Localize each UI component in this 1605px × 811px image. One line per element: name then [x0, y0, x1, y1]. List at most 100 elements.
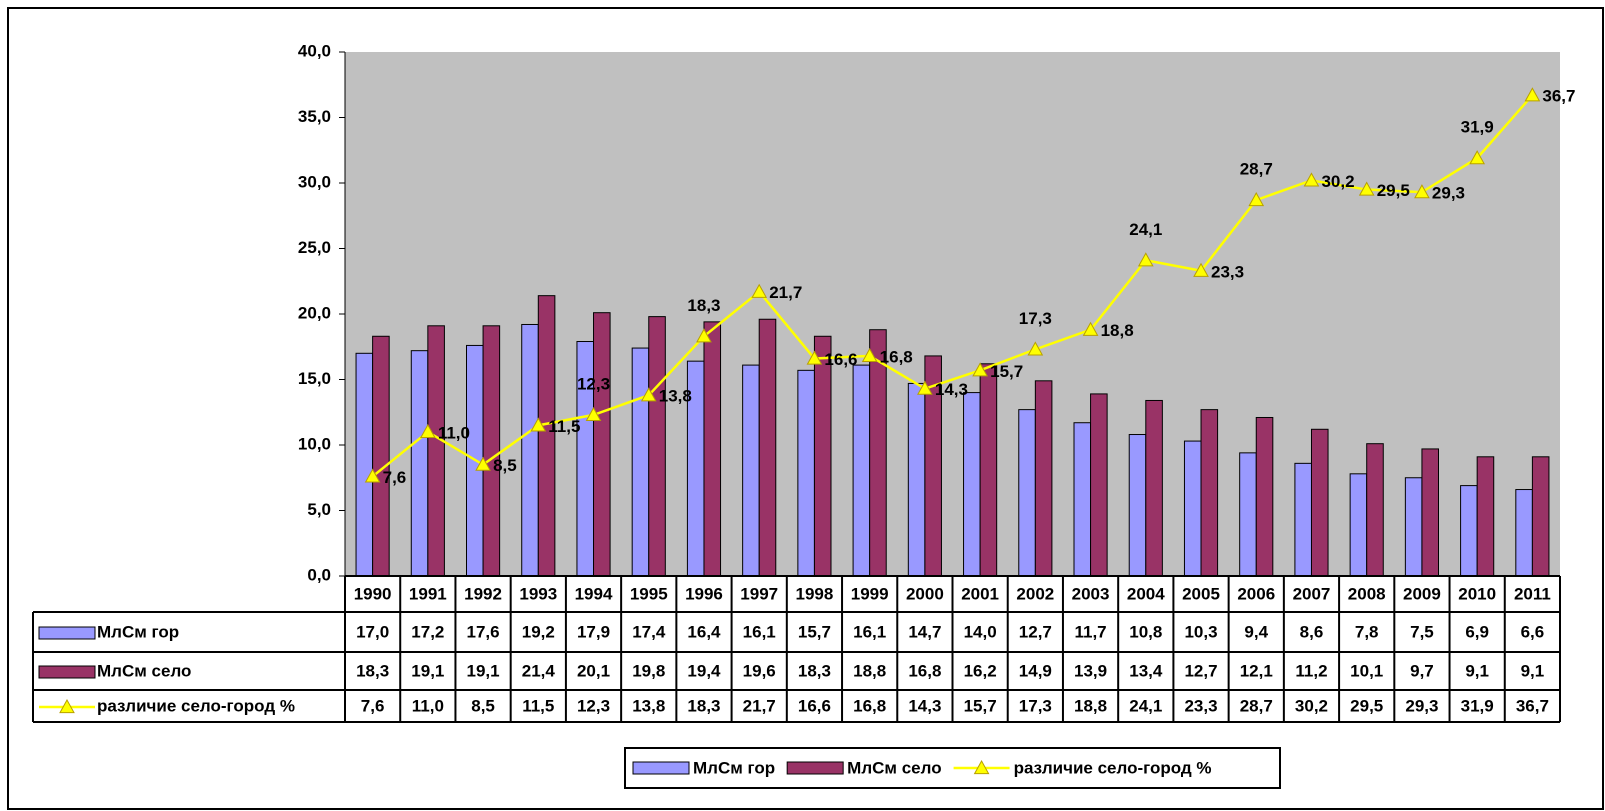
line-marker [1137, 252, 1154, 267]
data-label: 18,3 [687, 296, 720, 315]
table-cell: 28,7 [1240, 696, 1273, 715]
table-cell: 16,8 [908, 661, 941, 680]
line-marker [475, 456, 491, 471]
bar [1294, 462, 1312, 577]
y-tick-label: 0,0 [307, 565, 331, 584]
table-cell: 19,8 [632, 661, 665, 680]
x-tick-label: 2008 [1348, 584, 1386, 603]
line-marker [1248, 192, 1265, 207]
line-marker [1414, 184, 1430, 199]
table-cell: 23,3 [1184, 696, 1217, 715]
bar [1255, 416, 1274, 577]
table-cell: 12,3 [577, 696, 610, 715]
data-label: 36,7 [1542, 87, 1575, 106]
legend-label: МлСм гор [693, 758, 775, 777]
legend-key [973, 759, 990, 775]
line-marker [1469, 150, 1486, 165]
line-marker [861, 347, 878, 363]
table-cell: 17,0 [356, 622, 389, 641]
data-label: 16,8 [880, 347, 913, 366]
table-cell: 6,6 [1521, 622, 1545, 641]
table-cell: 18,3 [798, 661, 831, 680]
bar [742, 364, 760, 577]
table-cell: 14,0 [964, 622, 997, 641]
bar [813, 335, 832, 577]
y-tick-label: 30,0 [298, 172, 331, 191]
table-cell: 19,2 [522, 622, 555, 641]
table-cell: 10,1 [1350, 661, 1383, 680]
bar [979, 363, 998, 577]
data-label: 15,7 [990, 362, 1023, 381]
x-tick-label: 2010 [1458, 584, 1496, 603]
data-label: 8,5 [493, 456, 517, 475]
x-tick-label: 2002 [1016, 584, 1054, 603]
table-cell: 29,5 [1350, 696, 1383, 715]
bar [1460, 485, 1478, 577]
table-cell: 17,9 [577, 622, 610, 641]
table-cell: 14,3 [908, 696, 941, 715]
bar [648, 316, 666, 577]
table-cell: 16,4 [687, 622, 721, 641]
bar [593, 312, 611, 577]
bar [482, 325, 501, 577]
table-cell: 19,6 [743, 661, 776, 680]
x-tick-label: 2011 [1514, 584, 1551, 603]
data-label: 21,7 [769, 283, 802, 302]
line-marker [419, 423, 436, 438]
x-tick-label: 1996 [685, 584, 723, 603]
y-tick-label: 10,0 [298, 434, 331, 453]
data-label: 17,3 [1019, 309, 1052, 328]
line-marker [1082, 321, 1099, 336]
table-cell: 17,3 [1019, 696, 1052, 715]
bar [410, 350, 429, 577]
table-cell: 19,4 [687, 661, 721, 680]
table-cell: 7,6 [361, 696, 385, 715]
table-cell: 18,8 [853, 661, 886, 680]
table-row-header: МлСм гор [97, 622, 179, 641]
table-cell: 20,1 [577, 661, 610, 680]
x-tick-label: 1999 [851, 584, 889, 603]
bar [1531, 456, 1550, 577]
table-cell: 8,5 [471, 696, 495, 715]
line-marker [1027, 341, 1044, 356]
x-tick-label: 2007 [1293, 584, 1331, 603]
x-tick-label: 1995 [630, 584, 668, 603]
line-marker [1524, 87, 1541, 102]
bar [1404, 477, 1423, 577]
table-cell: 10,3 [1184, 622, 1217, 641]
data-label: 11,0 [438, 423, 470, 442]
table-cell: 16,2 [964, 661, 997, 680]
table-cell: 15,7 [798, 622, 831, 641]
bar [703, 321, 722, 577]
table-cell: 24,1 [1129, 696, 1162, 715]
bar [631, 347, 650, 577]
data-label: 7,6 [383, 468, 407, 487]
table-cell: 7,5 [1410, 622, 1434, 641]
table-cell: 14,9 [1019, 661, 1052, 680]
x-tick-label: 1991 [409, 584, 447, 603]
bar [427, 325, 445, 577]
bar [1183, 440, 1202, 577]
table-cell: 18,3 [356, 661, 389, 680]
bar [1128, 434, 1147, 577]
table-cell: 14,7 [908, 622, 941, 641]
table-cell: 36,7 [1516, 696, 1549, 715]
table-cell: 9,7 [1410, 661, 1434, 680]
x-tick-label: 2004 [1127, 584, 1165, 603]
legend-key [632, 761, 690, 775]
table-cell: 11,7 [1074, 622, 1106, 641]
x-tick-label: 2006 [1237, 584, 1275, 603]
line-marker [1358, 181, 1375, 196]
bar [1073, 422, 1092, 577]
x-tick-label: 2003 [1072, 584, 1110, 603]
table-cell: 21,7 [743, 696, 776, 715]
bar [907, 382, 926, 577]
bar [372, 335, 390, 577]
data-label: 29,5 [1377, 181, 1410, 200]
x-tick-label: 2005 [1182, 584, 1220, 603]
x-tick-label: 1993 [519, 584, 557, 603]
bar [1366, 443, 1384, 577]
table-cell: 16,1 [853, 622, 886, 641]
y-tick-label: 40,0 [298, 41, 331, 60]
table-cell: 17,6 [467, 622, 500, 641]
